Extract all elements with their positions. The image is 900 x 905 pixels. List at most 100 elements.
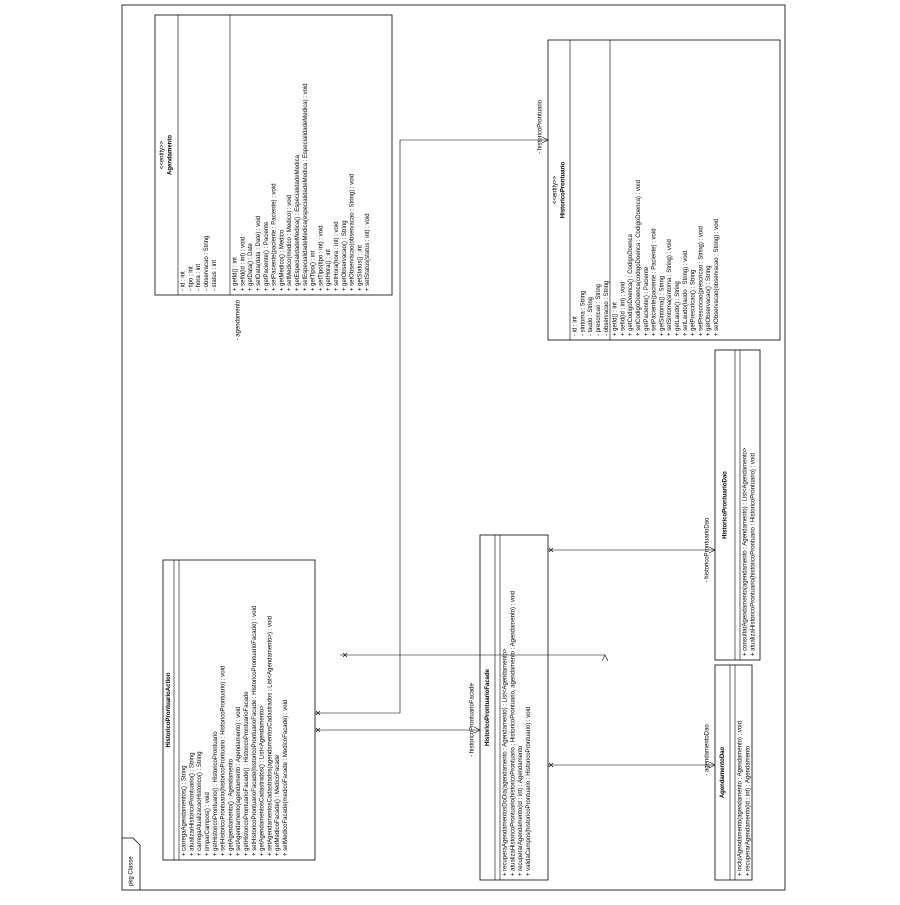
method: + setData(data : Date) : void: [256, 216, 262, 291]
class-box: [154, 14, 393, 296]
non-navigable-mark: [548, 547, 554, 553]
arrow-head: [541, 136, 549, 144]
method: + setPrescricao(prescricao : String) : v…: [698, 226, 704, 336]
association-label: - historicoProntuarioDao: [705, 517, 711, 582]
class-box: [162, 559, 316, 861]
method: + setId(id : int) : void: [620, 282, 626, 336]
package-tab: [122, 837, 141, 890]
arrow-head: [473, 726, 481, 734]
method: + setHistoricoProntuarioFacade(historico…: [252, 606, 258, 856]
method: + setMedico(medico : Medico) : void: [287, 195, 293, 291]
arrow-head: [708, 761, 716, 769]
method: + getSintoma() : String: [659, 276, 665, 336]
class-stereotype: <<entity>>: [553, 175, 559, 204]
method: + setObservacao(observacao : String) : v…: [350, 174, 356, 291]
method: + getId() : int: [233, 257, 239, 291]
method: + setObservacao(observacao : String) : v…: [714, 219, 720, 336]
class-box: [479, 534, 549, 881]
method: + setHistoricoProntuario(historicoProntu…: [221, 666, 227, 856]
method: + getStatus() : int: [357, 245, 363, 291]
method: + getId() : int: [613, 302, 619, 336]
attribute: - sintoma : String: [580, 291, 586, 336]
method: + limparCampos() : void: [205, 792, 211, 856]
package-label: pkg Classe: [129, 856, 135, 886]
class-box: [714, 664, 753, 881]
attribute: - id : int: [573, 316, 579, 336]
method: + getObservacao() : String: [706, 265, 712, 336]
attribute: - laudo : String: [588, 297, 594, 336]
non-navigable-mark: [342, 652, 348, 658]
method: + getEspecialidadeMedica() : Especialida…: [295, 154, 301, 291]
association-label: - historicoProntuarioFacade: [470, 682, 476, 756]
association-line: [315, 139, 548, 714]
attribute: - observacao : String: [204, 236, 210, 291]
method: + getAgendamento() : Agendamento: [228, 758, 234, 856]
method: + getLaudo() : String: [675, 281, 681, 336]
association-label: - agendamento: [236, 299, 242, 340]
class-name: HistoricoProntuario: [561, 161, 567, 218]
method: + recuperaAgendamentosDoDia(agendamento …: [503, 648, 509, 876]
non-navigable-mark: [315, 710, 321, 716]
association-label: - agendamentoDao: [705, 724, 711, 776]
method: + recuperarAgendamento(id : int) : Agend…: [518, 745, 524, 876]
arrow-head: [708, 546, 716, 554]
attribute: - hora : int: [196, 264, 202, 291]
method: + setCodigoDoenca(codigoDoenca : CodigoD…: [636, 180, 642, 336]
attribute: - status : int: [212, 260, 218, 291]
method: + carregaAgendamentos() : String: [182, 765, 188, 856]
method: + setAgendamento(agendamento : Agendamen…: [236, 707, 242, 856]
method: + getPrescricao() : String: [691, 269, 697, 336]
method: + getAgendamentosCadastrados() : List<Ag…: [260, 705, 266, 856]
method: + recuperarAgendamento(id : int) : Agend…: [745, 745, 751, 876]
method: + atualizarHistoricoProntuario() : Strin…: [189, 752, 195, 856]
method: + setHora(hora : int) : void: [334, 221, 340, 291]
class-name: HistoricoProntuarioDao: [723, 471, 729, 539]
method: + setMedicoFacade(medicoFacade : MedicoF…: [283, 700, 289, 856]
method: + getPaciente() : Paciente: [264, 221, 270, 291]
method: + atualizaHistoricoProntuario(historicoP…: [750, 453, 756, 656]
method: + setSintoma(sintoma : String) : void: [667, 239, 673, 336]
attribute: - id : int: [181, 271, 187, 291]
method: + getMedicoFacade() : MedicoFacade: [275, 754, 281, 856]
method: + atualizaHistoricoProntuario(historicoP…: [510, 591, 516, 876]
method: + getHora() : int: [326, 249, 332, 291]
attribute: - prescricao : String: [596, 284, 602, 336]
method: + carregaAtualizacaoHistorico() : String: [197, 751, 203, 856]
class-box: [714, 349, 761, 661]
class-name: AgendamentoDao: [720, 747, 726, 799]
method: + getData() : Date: [248, 242, 254, 291]
class-name: HistoricoProntuarioAction: [166, 672, 172, 747]
non-navigable-mark: [315, 727, 321, 733]
package-frame: [121, 4, 786, 891]
method: + setLaudo(laudo : String) : void: [683, 251, 689, 336]
method: + getCodigoDoenca() : CodigoDoenca: [628, 233, 634, 336]
method: + getObservacao() : String: [342, 220, 348, 291]
method: + getHistoricoProntuario() : HistoricoPr…: [213, 731, 219, 856]
method: + setId(id : int) : void: [240, 237, 246, 291]
class-stereotype: <<entity>>: [160, 140, 166, 169]
method: + validaCampos(historicoProntuario : His…: [526, 707, 532, 876]
method: + getPaciente() : Paciente: [644, 266, 650, 336]
method: + getMedico() : Medico: [279, 229, 285, 291]
class-name: HistoricoProntuarioFacade: [485, 668, 491, 746]
attribute: - observacao : String: [604, 281, 610, 336]
method: + getTipo() : int: [311, 250, 317, 291]
method: + consultarAgendamento(agendamento : Age…: [743, 447, 749, 656]
attribute: - tipo : int: [188, 266, 194, 291]
method: + setPaciente(paciente : Paciente) : voi…: [652, 228, 658, 336]
method: + setAgendamentosCadastrados(agendamento…: [267, 616, 273, 856]
class-box: [547, 39, 781, 341]
diagram-body: pkg Classe <<entity>> Agendamento- id : i…: [121, 4, 786, 891]
arrow-head: [601, 654, 609, 662]
method: + setEspecialidadeMedica(especialidadeMe…: [303, 83, 309, 291]
non-navigable-mark: [548, 762, 554, 768]
class-name: Agendamento: [168, 135, 174, 175]
method: + getHistoricoProntuarioFacade() : Histo…: [244, 691, 250, 856]
method: + setPaciente(paciente : Paciente) : voi…: [272, 183, 278, 291]
method: + setTipo(tipo : int) : void: [318, 225, 324, 291]
method: + incluiAgendamento(agendamento : Agenda…: [738, 721, 744, 876]
association-label: - historicoProntuario: [538, 99, 544, 153]
method: + setStatus(status : int) : void: [365, 213, 371, 291]
